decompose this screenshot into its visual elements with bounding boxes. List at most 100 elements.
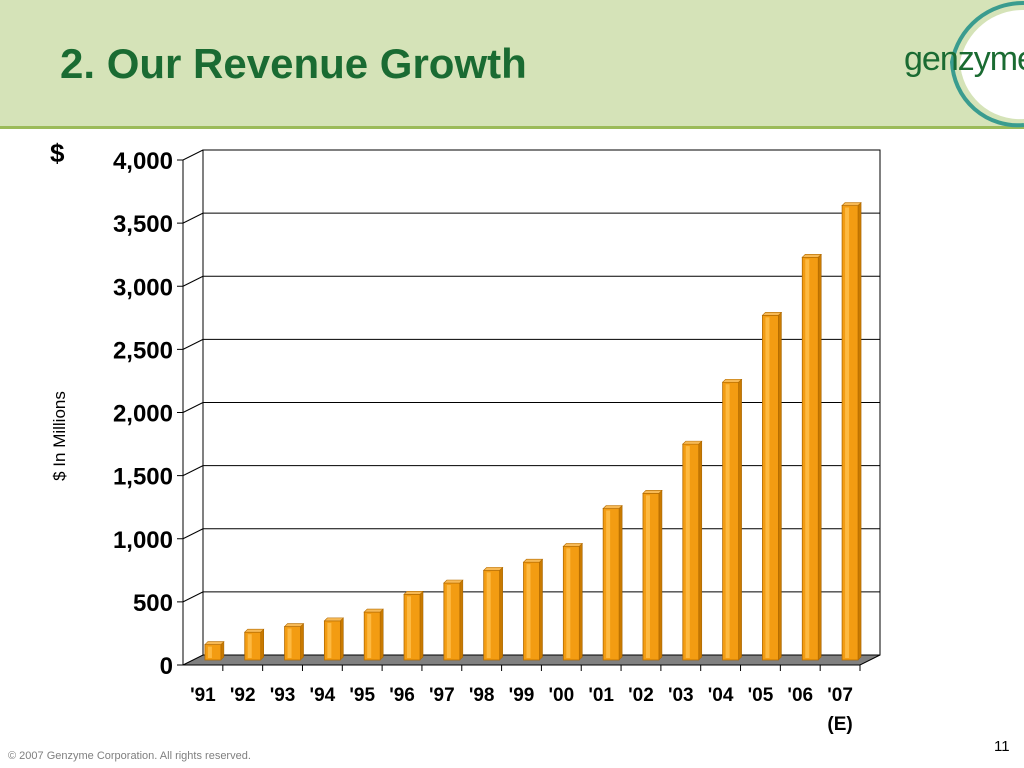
y-tick-label: 1,500 <box>113 464 173 491</box>
y-tick-label: 2,000 <box>113 401 173 428</box>
bar <box>642 492 660 661</box>
page-number: 11 <box>994 738 1010 755</box>
gridline-side <box>182 528 204 540</box>
x-tick-label: '94 <box>310 685 336 706</box>
bar-highlight <box>446 584 451 658</box>
bar-side <box>499 566 503 661</box>
bar-highlight <box>566 548 571 658</box>
footer-copyright: © 2007 Genzyme Corporation. All rights r… <box>8 750 251 762</box>
gridline-side <box>182 591 204 603</box>
x-tick-label: '06 <box>787 685 813 706</box>
bar-top <box>482 567 504 571</box>
gridline-side <box>182 402 204 413</box>
bar-highlight <box>526 564 531 658</box>
bar-side <box>618 504 623 661</box>
bar-side <box>698 440 703 661</box>
x-tick-label: '00 <box>548 685 574 706</box>
bar-top <box>721 378 743 383</box>
bar-side <box>818 253 822 661</box>
bar-highlight <box>805 259 810 658</box>
bar-highlight <box>367 614 372 658</box>
bar-highlight <box>247 634 252 658</box>
y-tick-label: 1,000 <box>113 527 173 554</box>
x-tick-label: '03 <box>668 685 694 706</box>
bar-top <box>761 312 783 316</box>
bar-side <box>459 579 464 661</box>
bar-top <box>562 543 584 547</box>
bar-side <box>379 608 384 661</box>
currency-label: $ <box>50 138 65 168</box>
bar <box>801 256 819 661</box>
bar <box>244 631 262 661</box>
bar-top <box>283 623 305 627</box>
y-tick-label: 500 <box>133 590 173 617</box>
bar-top <box>841 202 862 206</box>
bar-top <box>522 558 544 563</box>
bar <box>841 205 859 661</box>
gridline-side <box>182 149 204 161</box>
x-tick-label: '96 <box>389 685 415 706</box>
bar-side <box>658 489 663 661</box>
bar <box>602 508 620 661</box>
header-band <box>0 0 1024 126</box>
x-tick-label: '95 <box>349 685 375 706</box>
bar <box>682 443 700 661</box>
x-tick-label: '02 <box>628 685 654 706</box>
bar <box>284 626 301 661</box>
x-tick-label: '01 <box>588 685 614 706</box>
bar-top <box>323 617 345 622</box>
bar-top <box>244 628 265 633</box>
bar <box>443 582 461 661</box>
y-tick-label: 3,500 <box>113 211 173 238</box>
x-tick-label: '07 <box>827 685 853 706</box>
bar <box>323 620 341 661</box>
bar <box>523 561 540 661</box>
x-tick-label: '97 <box>429 685 455 706</box>
gridline-side <box>182 212 204 224</box>
bar-top <box>403 591 424 595</box>
bar <box>204 644 222 661</box>
bar-top <box>363 608 384 613</box>
bar-side <box>539 558 543 661</box>
x-tick-label: '92 <box>230 685 256 706</box>
bar-top <box>602 505 623 509</box>
bar-side <box>738 378 742 661</box>
gridline-side <box>182 465 204 477</box>
bar-highlight <box>725 384 730 658</box>
x-tick-label: '93 <box>270 685 296 706</box>
bar-top <box>682 440 703 445</box>
bar <box>722 381 740 661</box>
bar-highlight <box>207 646 212 658</box>
bar-side <box>419 590 424 661</box>
bar-highlight <box>327 622 332 658</box>
gridline-side <box>182 338 204 350</box>
slide-title: 2. Our Revenue Growth <box>60 40 527 87</box>
gridline-side <box>182 275 204 287</box>
bar-highlight <box>407 596 412 658</box>
bar-side <box>778 311 782 661</box>
logo-text: genzyme <box>904 40 1024 78</box>
bar-top <box>642 490 663 494</box>
y-tick-label: 4,000 <box>113 148 173 175</box>
genzyme-logo <box>949 0 1024 128</box>
bar <box>483 569 501 661</box>
bar-side <box>300 622 304 661</box>
bar-highlight <box>845 207 850 658</box>
bar-side <box>260 628 264 661</box>
y-tick-label: 0 <box>160 653 173 680</box>
y-tick-label: 2,500 <box>113 337 173 364</box>
bar-highlight <box>287 628 292 658</box>
y-tick-label: 3,000 <box>113 274 173 301</box>
bar-top <box>204 641 225 645</box>
bar-highlight <box>645 495 650 658</box>
x-tick-label: '91 <box>190 685 216 706</box>
bar-top <box>443 579 464 584</box>
bar-top <box>801 253 822 258</box>
bar-side <box>579 542 583 661</box>
bar-highlight <box>685 446 690 658</box>
bar <box>762 314 779 661</box>
bar-side <box>857 201 862 661</box>
x-tick-label: (E) <box>827 714 852 735</box>
bar <box>562 545 580 661</box>
bar-highlight <box>765 317 770 658</box>
